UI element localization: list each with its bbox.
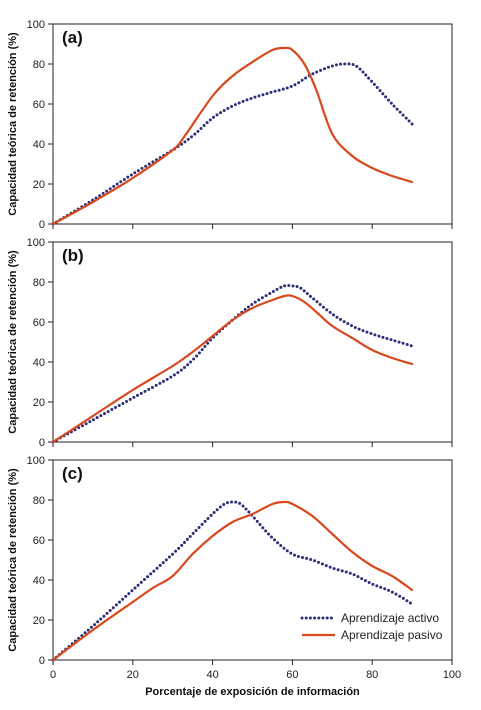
- plot-frame: [52, 241, 453, 443]
- x-tick-label: 40: [206, 669, 218, 681]
- series-line-passive: [51, 294, 414, 444]
- y-tick-label: 80: [33, 59, 45, 71]
- x-tick-label: 60: [286, 669, 298, 681]
- chart-panels: 0 20 40 60 80 100 Capacidad teórica de retenci…: [7, 19, 461, 698]
- y-tick-label: 20: [33, 615, 45, 627]
- y-tick-label: 80: [33, 495, 45, 507]
- panel-label: (b): [62, 246, 84, 265]
- y-tick-label: 0: [39, 219, 45, 231]
- series-line-passive: [51, 500, 414, 662]
- series-line-active: [51, 500, 414, 662]
- y-tick-label: 40: [33, 139, 45, 151]
- y-tick-label: 100: [27, 19, 45, 31]
- legend-label: Aprendizaje activo: [341, 611, 439, 625]
- panel-label: (a): [62, 28, 83, 47]
- chart-panel: 0 20 40 60 80 100 0 20 40 60 80 100 Capacidad teóric…: [7, 455, 461, 698]
- y-axis-label: Capacidad teórica de retención (%): [7, 250, 19, 434]
- series-line-active: [51, 62, 414, 226]
- y-tick-label: 40: [33, 575, 45, 587]
- y-tick-label: 60: [33, 317, 45, 329]
- y-tick-label: 60: [33, 99, 45, 111]
- legend: Aprendizaje activo Aprendizaje pasivo: [300, 611, 443, 642]
- y-tick-label: 80: [33, 277, 45, 289]
- x-tick-label: 0: [50, 669, 56, 681]
- y-tick-label: 100: [27, 237, 45, 249]
- chart-panel: 0 20 40 60 80 100 Capacidad teórica de retenci…: [7, 237, 453, 449]
- plot-frame: [52, 23, 453, 225]
- plot-frame: [52, 459, 453, 661]
- x-axis-label: Porcentaje de exposición de información: [145, 686, 360, 698]
- panel-label: (c): [62, 464, 83, 483]
- y-tick-label: 100: [27, 455, 45, 467]
- y-tick-label: 40: [33, 357, 45, 369]
- y-tick-label: 60: [33, 535, 45, 547]
- y-tick-label: 0: [39, 655, 45, 667]
- y-axis-label: Capacidad teórica de retención (%): [7, 468, 19, 652]
- y-tick-label: 20: [33, 397, 45, 409]
- series-line-active: [51, 283, 414, 444]
- y-tick-label: 20: [33, 179, 45, 191]
- y-axis-label: Capacidad teórica de retención (%): [7, 32, 19, 216]
- legend-label: Aprendizaje pasivo: [341, 628, 443, 642]
- chart-panel: 0 20 40 60 80 100 Capacidad teórica de retenci…: [7, 19, 453, 231]
- series-line-passive: [51, 46, 414, 226]
- y-tick-label: 0: [39, 437, 45, 449]
- x-tick-label: 80: [366, 669, 378, 681]
- x-tick-label: 20: [127, 669, 139, 681]
- x-tick-label: 100: [443, 669, 461, 681]
